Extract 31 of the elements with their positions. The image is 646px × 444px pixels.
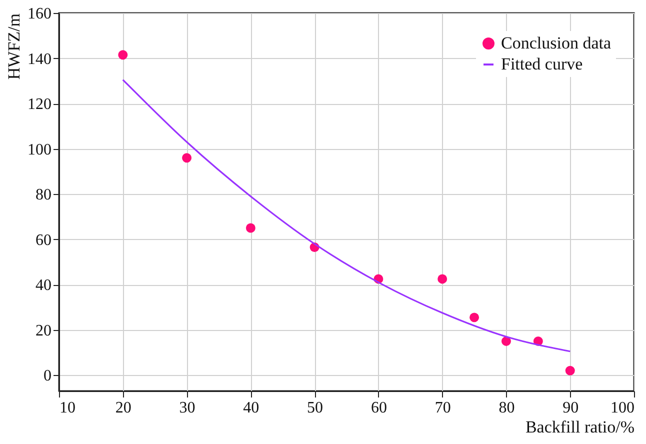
x-tick-label: 100	[610, 400, 634, 416]
x-tick-label: 10	[60, 400, 76, 416]
y-tick-label: 20	[36, 322, 52, 340]
y-tick-label: 60	[36, 232, 52, 249]
y-tick-label: 80	[36, 186, 52, 204]
point	[246, 223, 256, 233]
y-tick-label: 160	[28, 6, 52, 22]
x-tick-label: 40	[243, 400, 260, 416]
y-axis-title: HWFZ/m	[4, 14, 24, 80]
point	[470, 312, 480, 322]
y-tick-label: 0	[44, 368, 52, 385]
line-series	[122, 78, 571, 352]
point	[565, 366, 575, 376]
y-tick-label: 40	[36, 277, 52, 294]
y-tick-label: 100	[28, 141, 52, 158]
x-tick-label: 70	[434, 400, 451, 416]
point	[501, 336, 511, 346]
y-tick-label: 120	[28, 96, 52, 114]
point	[438, 274, 448, 284]
x-tick-label: 30	[179, 400, 196, 416]
x-tick-label: 80	[498, 400, 515, 416]
x-tick-label: 50	[307, 400, 324, 416]
legend-label: Conclusion data	[501, 34, 612, 52]
x-tick-label: 90	[562, 400, 579, 416]
point	[182, 153, 192, 163]
y-tick-label: 140	[28, 50, 52, 68]
x-axis-title: Backfill ratio/%	[525, 418, 634, 436]
point	[118, 50, 128, 60]
x-tick-label: 20	[115, 400, 132, 416]
x-tick-label: 60	[370, 400, 387, 416]
legend-label: Fitted curve	[501, 54, 583, 74]
